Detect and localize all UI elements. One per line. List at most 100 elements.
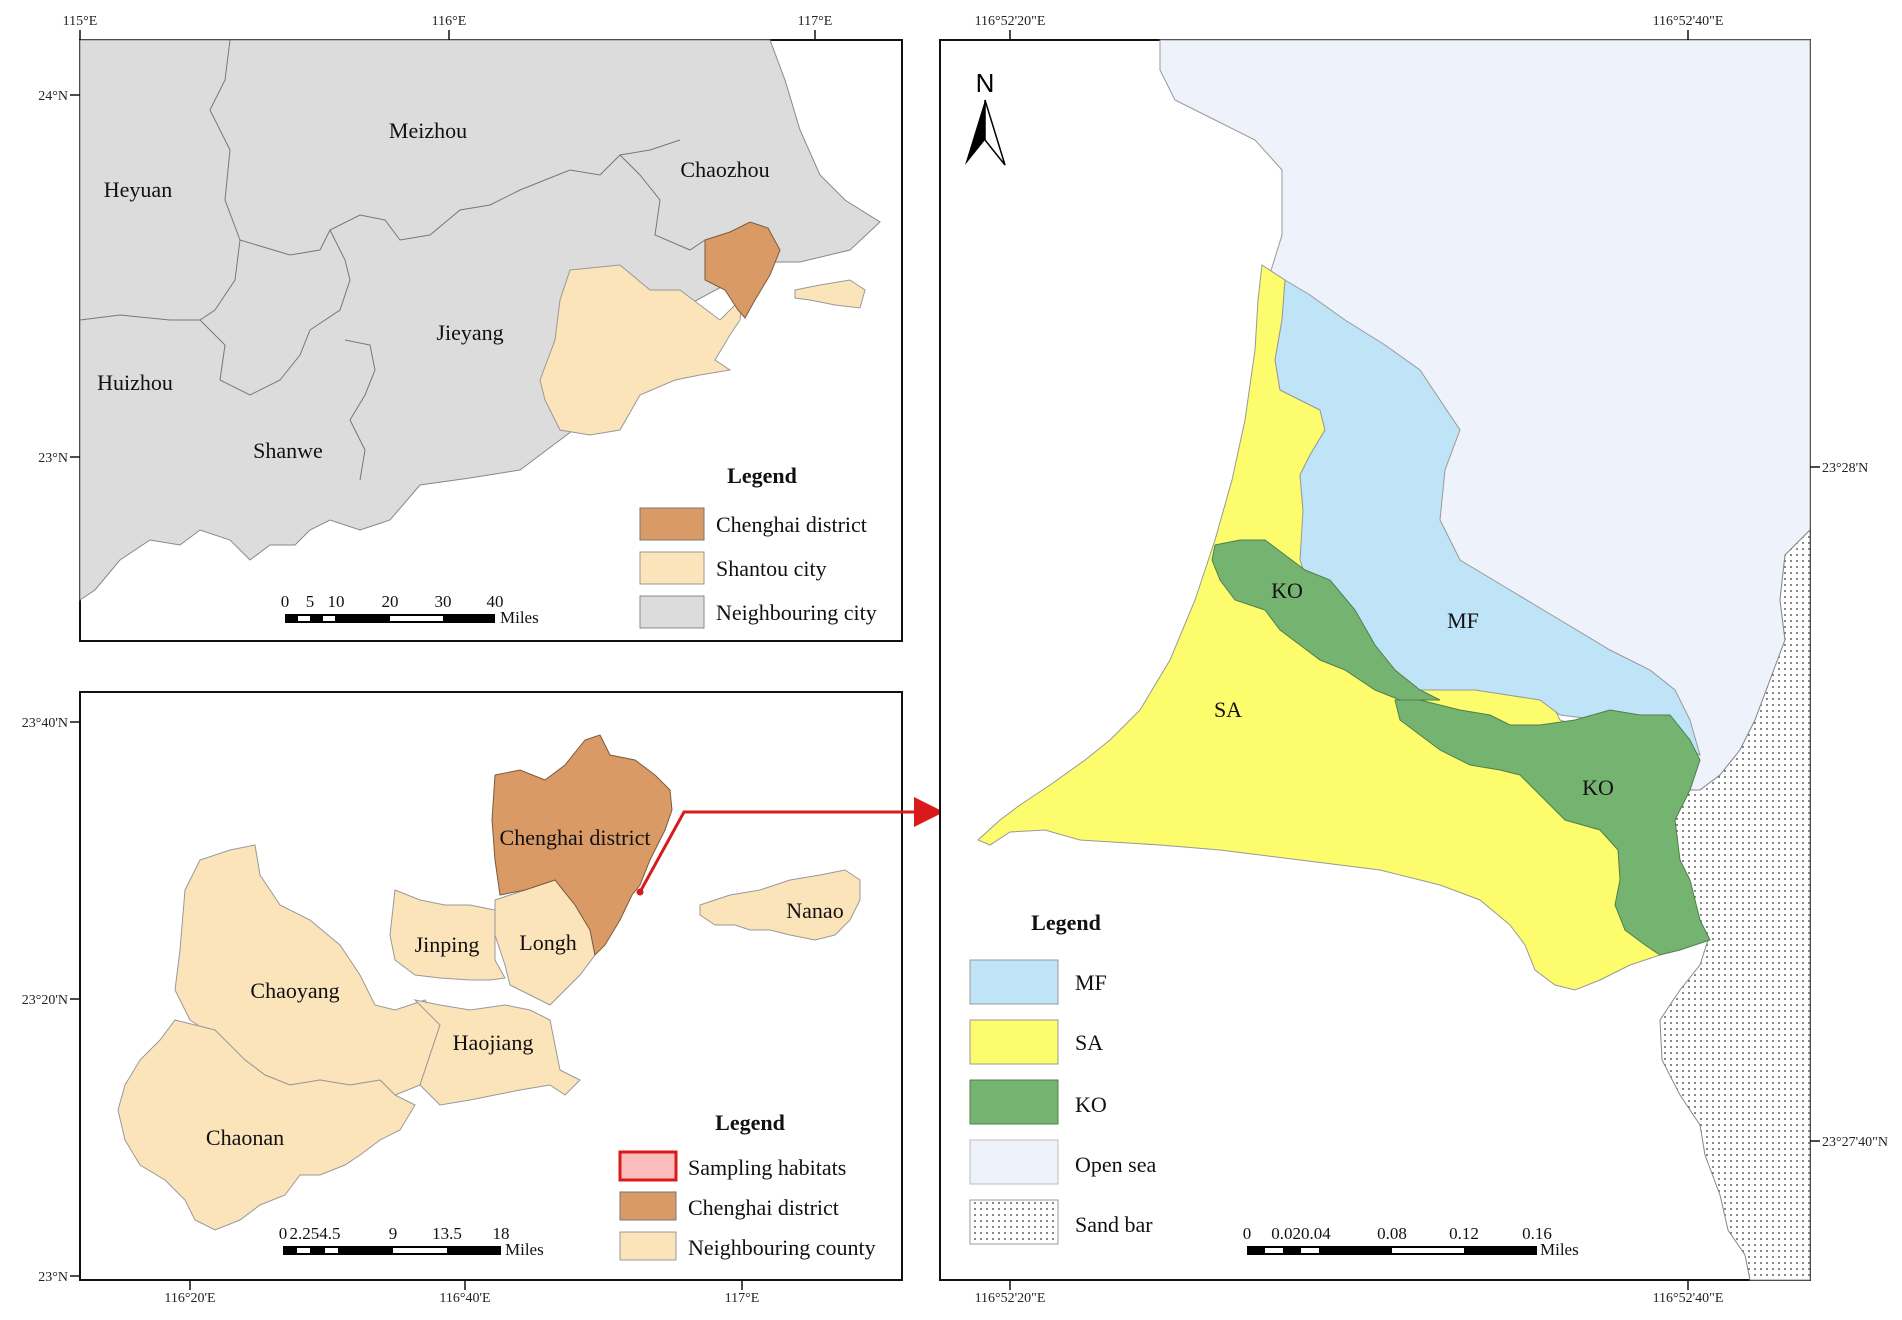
- legend-swatch-chenghai: [619, 1191, 677, 1221]
- zone-label: KO: [1582, 775, 1614, 800]
- county-map: 116°20'E 116°40'E 117°E 23°40'N 23°20'N …: [22, 691, 944, 1306]
- scale-unit: Miles: [505, 1240, 544, 1259]
- legend-swatch-mf: [969, 959, 1059, 1005]
- legend-label: Sand bar: [1075, 1212, 1153, 1237]
- scale-label: 30: [435, 592, 452, 611]
- legend-swatch-chenghai: [639, 507, 705, 541]
- scale-label: 0: [279, 1224, 288, 1243]
- place-label: Chenghai district: [500, 825, 651, 850]
- tick-label: 116°52'40"E: [1653, 14, 1724, 29]
- north-arrow: N: [965, 68, 1006, 166]
- zone-label: KO: [1271, 578, 1303, 603]
- legend-label: Neighbouring city: [716, 600, 877, 625]
- north-label: N: [976, 68, 995, 98]
- county-jinping: [389, 889, 506, 981]
- tick-marks: [70, 721, 743, 1290]
- place-label: Huizhou: [97, 370, 173, 395]
- scale-label: 20: [382, 592, 399, 611]
- scale-label: 0.020.04: [1271, 1224, 1331, 1243]
- scale-unit: Miles: [1540, 1240, 1579, 1259]
- scale-label: 0.08: [1377, 1224, 1407, 1243]
- legend-label: Sampling habitats: [688, 1155, 846, 1180]
- legend-swatch-neighbouring-county: [619, 1231, 677, 1261]
- scale-label: 0: [281, 592, 290, 611]
- scale-label: 0: [1243, 1224, 1252, 1243]
- scale-label: 2.254.5: [290, 1224, 341, 1243]
- place-label: Chaoyang: [250, 978, 339, 1003]
- tick-label: 23°27'40"N: [1822, 1135, 1888, 1150]
- legend-swatch-sand-bar: [969, 1199, 1059, 1245]
- scale-label: 9: [389, 1224, 398, 1243]
- tick-label: 23°28'N: [1822, 461, 1868, 476]
- zone-ko-lower: [1394, 699, 1711, 956]
- legend-swatch-ko: [969, 1079, 1059, 1125]
- place-label: Longh: [519, 930, 576, 955]
- place-label: Chaonan: [206, 1125, 284, 1150]
- scale-label: 18: [493, 1224, 510, 1243]
- scale-label: 5: [306, 592, 315, 611]
- city-boundaries: [79, 39, 706, 481]
- legend-title: Legend: [715, 1110, 785, 1135]
- tick-label: 116°52'20"E: [975, 14, 1046, 29]
- zone-label: SA: [1214, 697, 1242, 722]
- place-label: Shanwe: [253, 438, 323, 463]
- tick-label: 116°52'40"E: [1653, 1291, 1724, 1306]
- legend-label: KO: [1075, 1092, 1107, 1117]
- place-label: Jinping: [415, 932, 480, 957]
- legend-label: Chenghai district: [716, 512, 867, 537]
- legend-label: Neighbouring county: [688, 1235, 876, 1260]
- tick-label: 116°40'E: [439, 1291, 490, 1306]
- legend-swatch-sampling-habitats: [618, 1150, 678, 1182]
- legend-label: SA: [1075, 1030, 1103, 1055]
- legend-swatch-open-sea: [969, 1139, 1059, 1185]
- tick-label: 116°E: [432, 14, 467, 29]
- tick-label: 116°20'E: [164, 1291, 215, 1306]
- scale-unit: Miles: [500, 608, 539, 627]
- scale-label: 0.16: [1522, 1224, 1552, 1243]
- place-label: Meizhou: [389, 118, 467, 143]
- place-label: Jieyang: [436, 320, 503, 345]
- place-label: Nanao: [786, 898, 843, 923]
- tick-marks: [1009, 30, 1820, 1290]
- legend-swatch-shantou: [639, 551, 705, 585]
- scale-label: 40: [487, 592, 504, 611]
- scale-label: 0.12: [1449, 1224, 1479, 1243]
- shantou-island: [794, 279, 866, 309]
- county-nanao: [699, 869, 861, 941]
- shantou-city-area: [539, 264, 746, 436]
- legend-label: Chenghai district: [688, 1195, 839, 1220]
- zone-label: MF: [1447, 608, 1479, 633]
- legend-title: Legend: [727, 463, 797, 488]
- tick-label: 24°N: [38, 89, 68, 104]
- tick-label: 116°52'20"E: [975, 1291, 1046, 1306]
- location-arrow: [638, 797, 944, 893]
- legend-swatch-neighbouring-city: [639, 595, 705, 629]
- scale-bar: 0 5 10 20 30 40 Miles: [281, 592, 539, 627]
- legend-label: MF: [1075, 970, 1107, 995]
- legend-label: Open sea: [1075, 1152, 1156, 1177]
- tick-label: 115°E: [63, 14, 98, 29]
- neighbouring-city-area: [79, 39, 881, 601]
- study-site-map: MF SA KO KO N 116°52'20"E 116°52'40"E 11…: [939, 14, 1888, 1306]
- chenghai-district-area: [704, 221, 781, 319]
- legend-label: Shantou city: [716, 556, 827, 581]
- tick-label: 23°N: [38, 451, 68, 466]
- scale-bar: 0 0.020.04 0.08 0.12 0.16 Miles: [1243, 1224, 1579, 1259]
- place-label: Chaozhou: [680, 157, 769, 182]
- scale-bar: 0 2.254.5 9 13.5 18 Miles: [279, 1224, 544, 1259]
- place-label: Heyuan: [104, 177, 172, 202]
- regional-map: 115°E 116°E 117°E 24°N 23°N Meizhou Chao…: [38, 14, 903, 642]
- legend-swatch-sa: [969, 1019, 1059, 1065]
- scale-label: 10: [328, 592, 345, 611]
- tick-label: 23°40'N: [22, 716, 68, 731]
- chenghai-district-area: [491, 734, 673, 957]
- tick-label: 117°E: [725, 1291, 760, 1306]
- county-chaonan: [117, 1019, 416, 1231]
- county-haojiang: [413, 999, 581, 1106]
- tick-marks: [70, 30, 816, 458]
- tick-label: 117°E: [798, 14, 833, 29]
- legend-title: Legend: [1031, 910, 1101, 935]
- scale-label: 13.5: [432, 1224, 462, 1243]
- place-label: Haojiang: [453, 1030, 534, 1055]
